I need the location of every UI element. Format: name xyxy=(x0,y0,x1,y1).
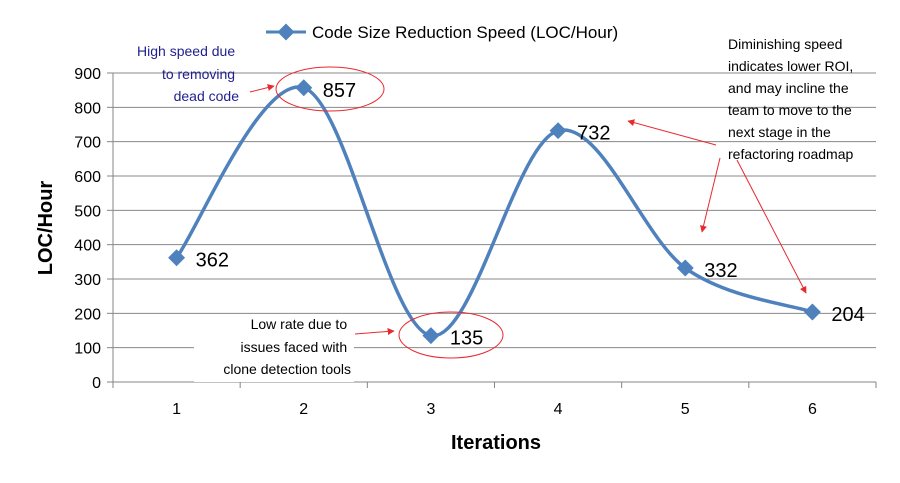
data-labels: 362 857 135 732 332 204 xyxy=(196,80,865,350)
legend-marker-icon xyxy=(277,23,295,41)
x-axis-title: Iterations xyxy=(451,432,541,454)
y-tick-label: 600 xyxy=(74,169,101,186)
y-axis-title: LOC/Hour xyxy=(35,181,57,276)
x-axis-ticks: 1 2 3 4 5 6 xyxy=(112,382,877,418)
legend-label: Code Size Reduction Speed (LOC/Hour) xyxy=(312,23,618,42)
data-label: 857 xyxy=(323,80,356,102)
annotation-diminishing: Diminishing speed indicates lower ROI, a… xyxy=(728,36,857,162)
data-point-marker xyxy=(549,122,567,140)
x-tick-label: 6 xyxy=(808,401,817,418)
y-tick-label: 0 xyxy=(92,375,101,392)
x-tick-label: 4 xyxy=(554,401,563,418)
data-label: 732 xyxy=(577,123,610,145)
y-tick-label: 400 xyxy=(74,238,101,255)
arrow-to-135 xyxy=(354,327,395,335)
data-label: 332 xyxy=(704,260,737,282)
svg-text:Low rate due to issues f: Low rate due to issues faced with clone … xyxy=(223,316,351,377)
y-tick-label: 200 xyxy=(74,306,101,323)
data-label: 362 xyxy=(196,250,229,272)
y-tick-label: 800 xyxy=(74,100,101,117)
data-point-marker xyxy=(168,249,186,267)
y-axis-ticks: 0 100 200 300 400 500 600 700 800 900 xyxy=(74,66,101,392)
legend: Code Size Reduction Speed (LOC/Hour) xyxy=(266,23,618,42)
y-tick-label: 300 xyxy=(74,272,101,289)
arrow-to-slope xyxy=(700,157,721,233)
data-point-marker xyxy=(803,303,821,321)
highlight-ellipse-135 xyxy=(398,311,504,359)
x-tick-label: 1 xyxy=(172,401,181,418)
x-tick-label: 5 xyxy=(681,401,690,418)
arrow-to-732 xyxy=(627,119,717,146)
y-tick-label: 500 xyxy=(74,203,101,220)
series-markers xyxy=(168,79,821,345)
annotation-low-rate: Low rate due to issues faced with clone … xyxy=(194,314,354,382)
y-tick-label: 900 xyxy=(74,66,101,83)
y-tick-label: 100 xyxy=(74,341,101,358)
arrow-to-204 xyxy=(736,159,807,294)
data-point-marker xyxy=(676,259,694,277)
series-line xyxy=(175,85,813,338)
data-point-marker xyxy=(422,327,440,345)
annotation-high-speed: High speed due to removing dead code xyxy=(137,43,239,104)
y-tick-label: 700 xyxy=(74,135,101,152)
x-tick-label: 2 xyxy=(299,401,308,418)
highlight-ellipse-857 xyxy=(275,66,385,112)
arrow-to-857 xyxy=(249,84,275,93)
data-label: 135 xyxy=(450,328,483,350)
data-label: 204 xyxy=(831,304,864,326)
data-point-marker xyxy=(295,79,313,97)
x-tick-label: 3 xyxy=(426,401,435,418)
